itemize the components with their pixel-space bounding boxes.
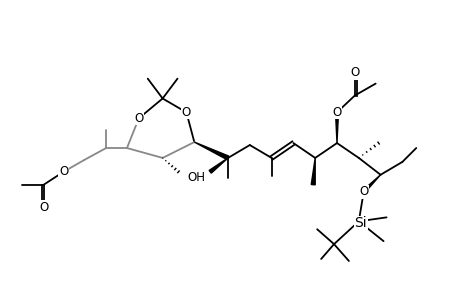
Text: Si: Si (354, 216, 366, 230)
Polygon shape (335, 112, 338, 143)
Text: O: O (181, 106, 190, 119)
Polygon shape (194, 142, 229, 160)
Text: O: O (59, 165, 68, 178)
Text: O: O (39, 201, 48, 214)
Text: O: O (134, 112, 143, 125)
Polygon shape (362, 175, 380, 193)
Text: O: O (332, 106, 341, 119)
Text: O: O (349, 66, 358, 79)
Polygon shape (209, 158, 228, 173)
Text: OH: OH (187, 171, 205, 184)
Text: O: O (358, 185, 368, 198)
Polygon shape (311, 158, 314, 185)
